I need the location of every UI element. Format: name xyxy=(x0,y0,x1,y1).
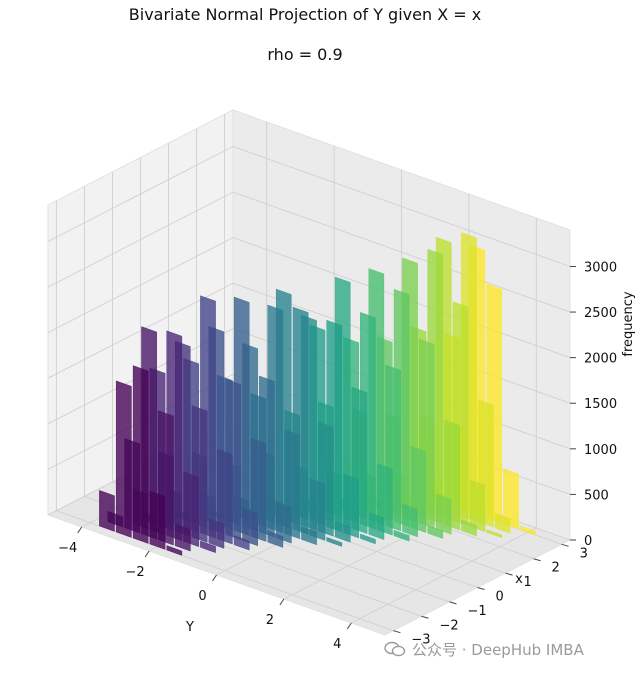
z-tick-label: 2500 xyxy=(584,306,617,321)
histogram-bar xyxy=(402,503,418,538)
histogram-bar xyxy=(343,473,359,539)
histogram-bar xyxy=(132,365,149,544)
x-tick-label: 0 xyxy=(496,590,504,605)
histogram-bar xyxy=(427,525,444,539)
x-tick-label: −3 xyxy=(411,633,430,648)
histogram-bar xyxy=(301,526,317,546)
x-tick-label: 2 xyxy=(552,561,560,576)
watermark-text: 公众号 · DeepHub IMBA xyxy=(412,641,584,659)
y-axis-title: Y xyxy=(185,620,194,635)
histogram-bar xyxy=(469,479,486,532)
z-tick-label: 3000 xyxy=(584,260,617,275)
x-tick xyxy=(421,615,429,619)
y-tick xyxy=(144,550,150,558)
histogram-bar xyxy=(200,540,216,553)
z-tick-label: 1000 xyxy=(584,443,617,458)
y-tick-label: −2 xyxy=(126,565,145,580)
histogram-bar xyxy=(99,490,115,532)
histogram-bar xyxy=(520,525,536,536)
histogram-bar xyxy=(174,523,191,552)
histogram-bar xyxy=(276,501,292,544)
gridline-z xyxy=(47,146,571,267)
x-tick xyxy=(449,601,457,605)
z-tick-label: 1500 xyxy=(584,397,617,412)
histogram-bar xyxy=(309,478,326,541)
histogram-bar xyxy=(360,533,376,545)
histogram-bar xyxy=(166,545,183,556)
histogram-bar xyxy=(208,518,225,549)
histogram-bar xyxy=(115,380,132,538)
z-tick-label: 0 xyxy=(584,534,592,549)
histogram-bar xyxy=(326,537,343,547)
histogram-bar xyxy=(334,521,351,543)
y-tick xyxy=(77,526,83,534)
z-tick-label: 2000 xyxy=(584,352,617,367)
histogram-bar xyxy=(267,530,284,548)
histogram-bar xyxy=(486,529,502,538)
histogram-bar xyxy=(435,493,452,535)
gridline-z xyxy=(47,191,571,313)
histogram-bar xyxy=(233,535,250,551)
y-tick xyxy=(212,574,217,582)
z-tick-label: 500 xyxy=(584,488,609,503)
wechat-icon xyxy=(384,641,406,657)
histogram-bar xyxy=(242,508,258,547)
x-tick xyxy=(533,558,541,562)
x-tick xyxy=(393,630,401,634)
histogram-bar xyxy=(393,529,410,542)
chart-subtitle: rho = 0.9 xyxy=(267,45,342,64)
histogram-bar xyxy=(217,448,233,545)
histogram-bar xyxy=(149,490,166,550)
histogram-bars xyxy=(99,232,536,556)
x-tick-label: 3 xyxy=(580,546,588,561)
x-tick xyxy=(477,587,485,590)
x-tick xyxy=(505,572,513,576)
y-tick xyxy=(346,622,352,630)
x-tick-label: 1 xyxy=(524,575,532,590)
histogram-bar xyxy=(461,519,477,537)
x-tick xyxy=(561,543,569,547)
histogram-bar xyxy=(183,471,200,547)
x-tick-label: −2 xyxy=(439,618,458,633)
chart-title: Bivariate Normal Projection of Y given X… xyxy=(129,5,481,24)
watermark: 公众号 · DeepHub IMBA xyxy=(384,639,584,660)
y-tick xyxy=(279,598,285,606)
y-tick-label: 4 xyxy=(333,637,341,652)
histogram-bar xyxy=(368,512,385,540)
histogram-bar xyxy=(494,513,511,534)
y-tick-label: −4 xyxy=(58,541,77,556)
x-axis-title: x xyxy=(515,572,523,587)
z-axis-title: frequency xyxy=(621,291,636,357)
x-tick-label: −1 xyxy=(467,604,486,619)
y-tick-label: 0 xyxy=(198,589,206,604)
y-tick-label: 2 xyxy=(266,613,274,628)
histogram-bar xyxy=(503,468,519,530)
